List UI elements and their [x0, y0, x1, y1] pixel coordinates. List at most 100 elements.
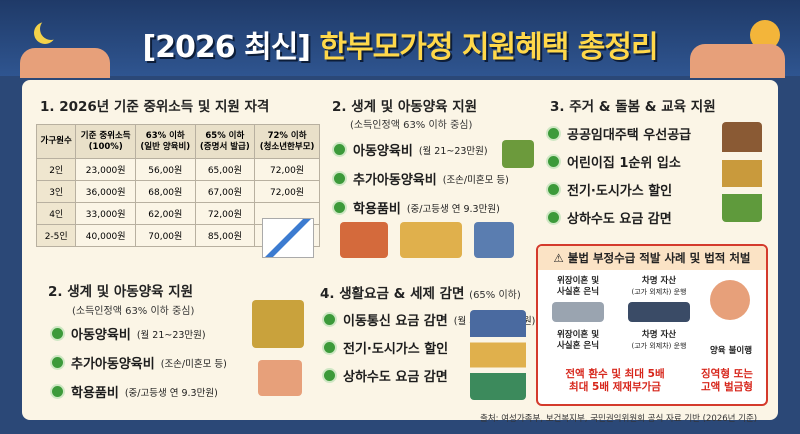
table-cell: 40,000원 — [75, 224, 136, 247]
table-cell: 33,000원 — [75, 202, 136, 225]
table-cell: 23,000원 — [75, 158, 136, 181]
item-label: 학용품비 — [71, 386, 119, 401]
list-item: 추가아동양육비 (조손/미혼모 등) — [50, 353, 227, 372]
table-cell: 56,00원 — [135, 158, 196, 181]
item-label: 어린이집 1순위 입소 — [567, 156, 681, 171]
case: 차명 자산 (고가 외제차) 운행 — [616, 276, 702, 298]
table-header-cell: 기준 중위소득 (100%) — [75, 124, 136, 159]
table-cell: 4인 — [35, 202, 77, 225]
section-title: 3. 주거 & 돌봄 & 교육 지원 — [550, 99, 716, 115]
check-bullet — [546, 182, 561, 197]
title-main: 한부모가정 지원혜택 총정리 — [319, 30, 658, 65]
table-cell: 68,00원 — [135, 180, 196, 203]
table-cell: 3인 — [35, 180, 77, 203]
car-icon — [628, 302, 690, 322]
header — [0, 0, 800, 76]
list-item: 학용품비 (중/고등생 연 9.3만원) — [332, 198, 509, 217]
case: 차명 자산 (고가 외제차) 운행 — [616, 330, 702, 352]
item-note: (중/고등생 연 9.3만원) — [124, 387, 218, 399]
item-label: 추가아동양육비 — [71, 357, 155, 372]
case-text: (고가 외제차) 운행 — [631, 342, 687, 350]
title: [2026 최신] 한부모가정 지원혜택 총정리 — [0, 22, 800, 66]
item-label: 아동양육비 — [353, 144, 413, 159]
list-item: 아동양육비 (월 21~23만원) — [332, 140, 509, 159]
money-bag-icon — [252, 300, 304, 348]
header-text: (증명서 발급) — [199, 141, 250, 152]
table-body: 2인 23,000원 56,00원 65,00원 72,00원 3인 36,000원 68,0… — [35, 158, 320, 247]
header-text: 72% 이하 — [267, 130, 307, 141]
chart-icon — [262, 218, 314, 258]
money-icon — [502, 140, 534, 168]
check-bullet — [322, 340, 337, 355]
table-cell: 85,00원 — [194, 224, 256, 247]
table-cell: 2인 — [35, 158, 77, 181]
teacher-icon — [474, 222, 514, 258]
school-icon — [400, 222, 462, 258]
item-label: 공공임대주택 우선공급 — [567, 128, 692, 143]
list-item: 학용품비 (중/고등생 연 9.3만원) — [50, 382, 227, 401]
item-note: (월 21~23만원) — [418, 145, 488, 157]
item-list: 공공임대주택 우선공급 어린이집 1순위 입소 전기·도시가스 할인 상하수도 요금 … — [546, 124, 691, 227]
case: 양육 불이행 — [698, 346, 764, 357]
table-cell: 65,00원 — [194, 158, 256, 181]
table-row: 3인 36,000원 68,00원 67,00원 72,00원 — [35, 180, 320, 203]
item-note: (중/고등생 연 9.3만원) — [406, 203, 500, 215]
table-header-cell: 65% 이하 (증명서 발급) — [194, 124, 256, 159]
header-text: 65% 이하 — [205, 130, 245, 141]
list-item: 아동양육비 (월 21~23만원) — [50, 324, 227, 343]
list-item: 전기·도시가스 할인 — [322, 338, 535, 357]
students-icon — [258, 360, 302, 396]
penalty-text: 전액 환수 및 최대 5배 — [565, 368, 665, 380]
item-label: 이동통신 요금 감면 — [343, 314, 448, 329]
table-header-cell: 가구원수 — [35, 124, 77, 159]
item-label: 전기·도시가스 할인 — [567, 184, 673, 199]
case-text: 차명 자산 — [641, 330, 677, 340]
check-bullet — [322, 312, 337, 327]
section-title: 1. 2026년 기준 중위소득 및 지원 자격 — [40, 99, 270, 115]
item-label: 상하수도 요금 감면 — [343, 370, 448, 385]
check-bullet — [332, 200, 347, 215]
warning-box: ⚠ 불법 부정수급 적발 사례 및 법적 처벌 위장이혼 및 사실혼 은닉 차명 … — [536, 244, 768, 406]
item-label: 추가아동양육비 — [353, 173, 437, 188]
check-bullet — [332, 171, 347, 186]
child-icon — [710, 280, 750, 320]
section-subtitle: (소득인정액 63% 이하 중심) — [72, 306, 195, 317]
section-title: 4. 생활요금 & 세제 감면 (65% 이하) — [320, 282, 521, 302]
case-text: 사실혼 은닉 — [556, 341, 600, 351]
table-cell: 36,000원 — [75, 180, 136, 203]
check-bullet — [332, 142, 347, 157]
table-cell: 70,00원 — [135, 224, 196, 247]
header-text: (청소년한부모) — [259, 141, 315, 152]
check-bullet — [546, 126, 561, 141]
case-text: 차명 자산 — [641, 276, 677, 286]
table-cell: 72,00원 — [254, 180, 320, 203]
penalty: 징역형 또는 고액 벌금형 — [688, 368, 766, 394]
check-bullet — [546, 154, 561, 169]
table-cell: 2-5인 — [35, 224, 77, 247]
list-item: 어린이집 1순위 입소 — [546, 152, 691, 171]
item-label: 학용품비 — [353, 202, 401, 217]
header-text: 63% 이하 — [145, 130, 185, 141]
header-text: 기준 중위소득 — [80, 130, 131, 141]
table-header-cell: 72% 이하 (청소년한부모) — [254, 124, 320, 159]
item-list: 아동양육비 (월 21~23만원) 추가아동양육비 (조손/미혼모 등) 학용품비 (중/… — [332, 140, 509, 217]
table-cell: 72,00원 — [194, 202, 256, 225]
list-item: 상하수도 요금 감면 — [322, 366, 535, 385]
list-item: 공공임대주택 우선공급 — [546, 124, 691, 143]
section-title-text: 4. 생활요금 & 세제 감면 — [320, 286, 465, 302]
warning-title: ⚠ 불법 부정수급 적발 사례 및 법적 처벌 — [538, 246, 766, 270]
item-note: (조손/미혼모 등) — [442, 174, 509, 186]
warning-title-text: 불법 부정수급 적발 사례 및 법적 처벌 — [567, 251, 751, 265]
check-bullet — [50, 355, 65, 370]
footer: 출처: 여성가족부, 보건복지부, 국민권익위원회 공식 자료 기반 (2026… — [480, 414, 758, 424]
table-cell: 62,00원 — [135, 202, 196, 225]
check-bullet — [322, 368, 337, 383]
penalty: 전액 환수 및 최대 5배 최대 5배 제재부가금 — [540, 368, 690, 394]
check-bullet — [546, 210, 561, 225]
list-item: 추가아동양육비 (조손/미혼모 등) — [332, 169, 509, 188]
item-label: 아동양육비 — [71, 328, 131, 343]
case-text: 양육 불이행 — [709, 346, 753, 356]
check-bullet — [50, 384, 65, 399]
section-title: 2. 생계 및 아동양육 지원 — [332, 99, 478, 115]
